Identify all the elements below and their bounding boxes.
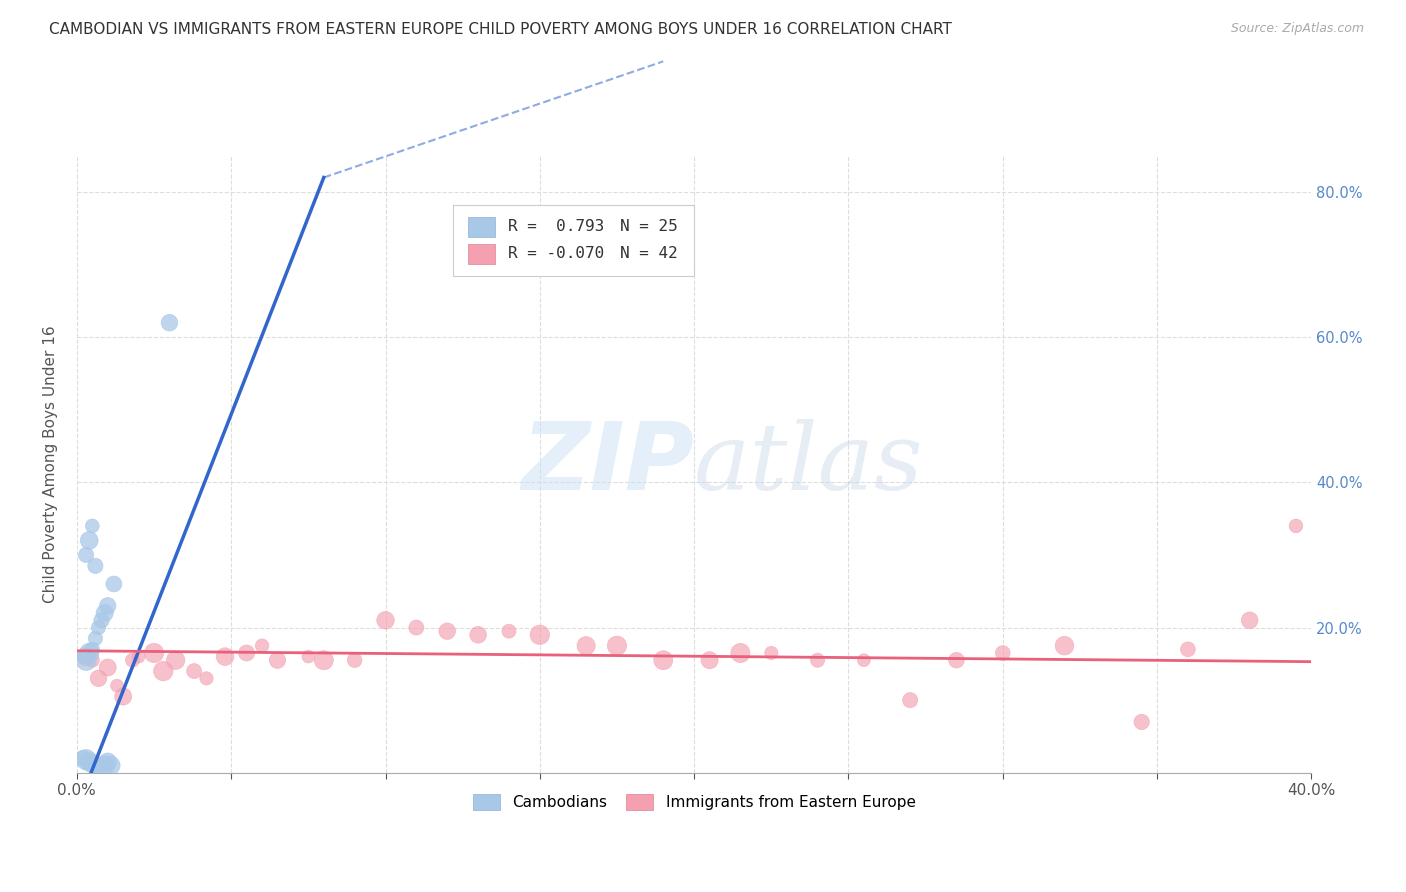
Point [498,624,520,639]
Text: N = 25: N = 25 [620,219,678,235]
Point [852,653,875,667]
Point [97,755,120,769]
Point [991,646,1014,660]
Point [945,653,967,667]
Point [90,757,112,772]
Text: Source: ZipAtlas.com: Source: ZipAtlas.com [1230,22,1364,36]
Text: N = 42: N = 42 [620,246,678,261]
Text: atlas: atlas [695,419,924,509]
Point [77,533,100,548]
Bar [468,244,495,264]
Point [75,653,97,667]
Point [84,758,107,772]
Point [343,653,366,667]
Point [93,606,115,620]
Point [235,646,257,660]
Point [436,624,458,639]
Point [82,757,104,772]
Point [72,649,94,664]
Point [90,613,112,627]
Point [82,642,104,657]
Point [165,653,187,667]
Point [77,755,100,769]
Point [87,672,110,686]
Text: R =  0.793: R = 0.793 [508,219,605,235]
Point [1053,639,1076,653]
Bar [468,217,495,236]
Point [806,653,828,667]
Point [82,519,104,533]
Point [87,621,110,635]
Point [761,646,783,660]
Point [75,548,97,562]
Point [75,753,97,767]
Point [84,558,107,573]
Point [87,760,110,774]
Point [84,632,107,646]
Point [159,316,181,330]
Point [575,639,598,653]
Point [72,751,94,765]
Point [97,599,120,613]
Text: CAMBODIAN VS IMMIGRANTS FROM EASTERN EUROPE CHILD POVERTY AMONG BOYS UNDER 16 CO: CAMBODIAN VS IMMIGRANTS FROM EASTERN EUR… [49,22,952,37]
Text: ZIP: ZIP [522,418,695,510]
Point [898,693,921,707]
Point [405,621,427,635]
Y-axis label: Child Poverty Among Boys Under 16: Child Poverty Among Boys Under 16 [44,326,58,603]
Point [97,660,120,674]
Point [93,758,115,772]
Point [82,653,104,667]
Point [297,649,319,664]
Point [77,646,100,660]
Point [75,649,97,664]
Point [100,758,122,772]
Point [1285,519,1308,533]
Point [152,664,174,678]
Point [121,653,143,667]
Point [1239,613,1261,627]
Point [652,653,675,667]
Point [699,653,721,667]
Point [266,653,288,667]
Legend: Cambodians, Immigrants from Eastern Europe: Cambodians, Immigrants from Eastern Euro… [465,786,924,818]
Point [214,649,236,664]
Point [105,679,128,693]
Point [529,628,551,642]
Point [103,577,125,591]
Point [1177,642,1199,657]
Point [250,639,273,653]
FancyBboxPatch shape [453,205,695,276]
Point [1130,714,1153,729]
Point [606,639,628,653]
Point [183,664,205,678]
Point [730,646,752,660]
Point [143,646,166,660]
Point [128,649,150,664]
Point [195,672,218,686]
Point [374,613,396,627]
Point [112,690,135,704]
Text: R = -0.070: R = -0.070 [508,246,605,261]
Point [312,653,335,667]
Point [467,628,489,642]
